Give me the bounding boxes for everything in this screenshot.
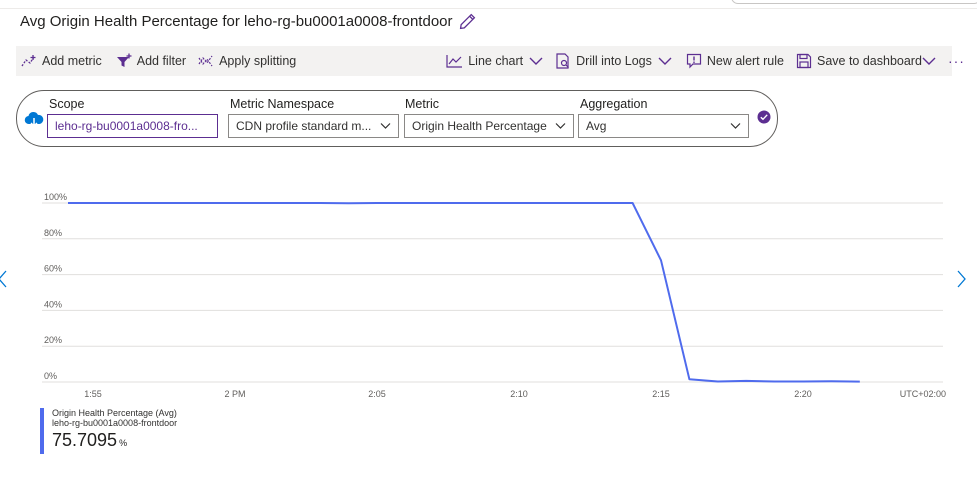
x-tick-label: 2:05 (368, 389, 386, 399)
chevron-left-icon[interactable] (0, 270, 8, 288)
save-icon (796, 53, 812, 69)
metric-namespace-label: Metric Namespace (230, 97, 335, 111)
metric-namespace-select[interactable]: CDN profile standard m... (228, 114, 399, 138)
series-line (68, 202, 860, 383)
x-tick-label: 2 PM (224, 389, 245, 399)
add-metric-icon (21, 55, 36, 67)
save-to-dashboard-label: Save to dashboard (816, 54, 922, 68)
line-chart-label: Line chart (468, 54, 524, 68)
save-to-dashboard-dropdown[interactable]: Save to dashboard (796, 46, 936, 76)
scope-field[interactable]: leho-rg-bu0001a0008-fro... (47, 114, 218, 138)
chevron-down-icon (529, 57, 543, 65)
aggregation-value: Avg (586, 119, 607, 133)
chevron-down-icon (380, 123, 391, 129)
chart-legend[interactable]: Origin Health Percentage (Avg) leho-rg-b… (40, 408, 177, 454)
metric-namespace-value: CDN profile standard m... (236, 119, 372, 133)
x-tick-label: 2:15 (652, 389, 670, 399)
page-title: Avg Origin Health Percentage for leho-rg… (20, 13, 476, 30)
chevron-down-icon (730, 123, 741, 129)
logs-icon (556, 53, 570, 69)
edit-pencil-icon[interactable] (459, 13, 476, 30)
add-metric-button[interactable]: Add metric (21, 46, 102, 76)
y-tick-label: 20% (44, 335, 62, 345)
chevron-down-icon (555, 123, 566, 129)
more-options-button[interactable]: ··· (948, 46, 965, 76)
line-chart-dropdown[interactable]: Line chart (446, 46, 543, 76)
line-chart-icon (446, 55, 463, 68)
new-alert-rule-label: New alert rule (706, 54, 784, 68)
x-tick-label: 2:20 (794, 389, 812, 399)
add-filter-button[interactable]: Add filter (116, 46, 186, 76)
new-alert-rule-button[interactable]: New alert rule (686, 46, 784, 76)
legend-series-name: Origin Health Percentage (Avg) (52, 408, 177, 418)
chevron-right-icon[interactable] (955, 270, 967, 288)
filter-icon (116, 53, 132, 67)
legend-value-number: 75.7095 (52, 430, 118, 450)
confirm-check-icon[interactable] (757, 110, 771, 124)
alert-icon (686, 53, 701, 69)
legend-value: 75.7095% (52, 428, 177, 455)
top-border (0, 0, 977, 9)
metric-label: Metric (405, 97, 440, 111)
add-metric-label: Add metric (42, 54, 102, 68)
apply-splitting-button[interactable]: Apply splitting (198, 46, 296, 76)
splitting-icon (198, 55, 213, 67)
x-tick-label: 2:10 (510, 389, 528, 399)
y-tick-label: 100% (44, 192, 67, 202)
add-filter-label: Add filter (136, 54, 187, 68)
y-tick-label: 0% (44, 371, 57, 381)
chevron-down-icon (658, 57, 672, 65)
scope-label: Scope (49, 97, 85, 111)
chevron-down-icon (922, 57, 936, 65)
apply-splitting-label: Apply splitting (219, 54, 297, 68)
x-tick-label: 1:55 (84, 389, 102, 399)
y-tick-label: 80% (44, 228, 62, 238)
aggregation-select[interactable]: Avg (578, 114, 749, 138)
line-chart: 100% 80% 60% 40% 20% 0% 1:55 2 PM 2:05 2:10 2:15 2:… (42, 192, 946, 399)
y-tick-label: 60% (44, 264, 62, 274)
legend-resource-name: leho-rg-bu0001a0008-frontdoor (52, 418, 178, 428)
metric-selector-card: Scope leho-rg-bu0001a0008-fro... Metric … (16, 90, 778, 147)
metric-value: Origin Health Percentage (412, 119, 547, 133)
aggregation-label: Aggregation (580, 97, 648, 111)
cdn-cloud-icon (24, 111, 44, 128)
metric-select[interactable]: Origin Health Percentage (404, 114, 574, 138)
y-tick-label: 40% (44, 299, 62, 309)
chart-title: Avg Origin Health Percentage for leho-rg… (20, 13, 453, 30)
timezone-label: UTC+02:00 (900, 389, 946, 399)
chart-toolbar: Add metric Add filter Apply splitting Li… (16, 46, 964, 76)
drill-into-logs-dropdown[interactable]: Drill into Logs (555, 46, 672, 76)
drill-into-logs-label: Drill into Logs (576, 54, 652, 68)
scope-value: leho-rg-bu0001a0008-fro... (55, 119, 198, 133)
more-icon: ··· (947, 53, 965, 69)
legend-value-unit: % (119, 438, 128, 448)
top-search-box[interactable] (731, 0, 977, 4)
